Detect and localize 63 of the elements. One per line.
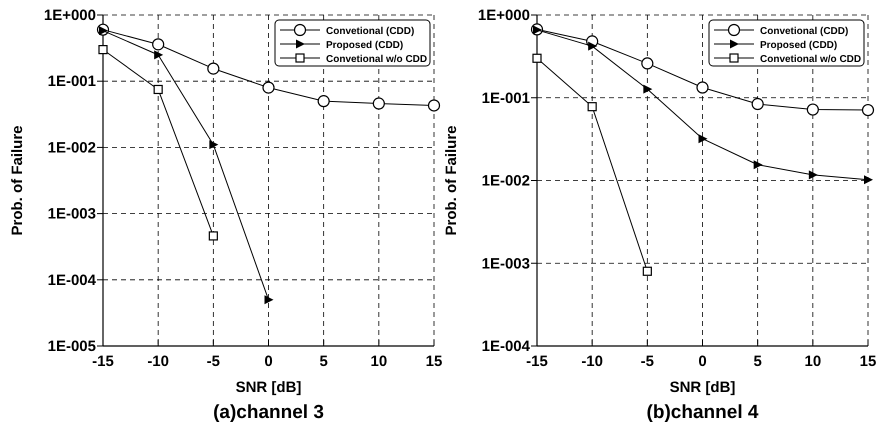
x-tick-label: 0 [264, 353, 273, 370]
point [207, 62, 220, 75]
legend-label: Convetional w/o CDD [760, 54, 862, 65]
x-tick-label: 5 [319, 353, 328, 370]
y-tick-label: 1E-003 [482, 255, 530, 272]
point [808, 170, 818, 180]
point [806, 103, 819, 116]
x-tick-label: 5 [753, 353, 762, 370]
point [754, 160, 763, 170]
x-tick-label: 15 [860, 353, 876, 370]
y-tick-label: 1E-002 [48, 139, 96, 156]
text: (b)channel 4 [646, 402, 759, 423]
y-tick-label: 1E-003 [48, 206, 96, 223]
point [154, 50, 164, 60]
legend-label: Convetional w/o CDD [326, 54, 428, 65]
y-tick-label: 1E-001 [482, 90, 530, 107]
x-tick-label: 0 [698, 353, 707, 370]
y-tick-label: 1E+000 [44, 7, 96, 24]
x-tick-label: -5 [640, 353, 654, 370]
point [864, 175, 873, 184]
x-tick-label: 10 [804, 353, 822, 370]
x-tick-label: -5 [206, 353, 220, 370]
y-tick-label: 1E-005 [48, 338, 96, 355]
x-axis-title: SNR [dB] [670, 379, 736, 396]
point [641, 57, 654, 70]
x-tick-label: -10 [581, 353, 604, 370]
x-tick-label: -15 [92, 353, 114, 370]
legend-label: Proposed (CDD) [760, 40, 838, 51]
point [372, 97, 385, 110]
point [208, 231, 218, 241]
legend-label: Convetional (CDD) [326, 26, 414, 37]
y-tick-label: 1E-002 [482, 172, 530, 190]
y-axis-title: Prob. of Failure [9, 125, 26, 236]
point [154, 84, 163, 94]
point [318, 95, 330, 108]
text: (a)channel 3 [213, 402, 324, 423]
y-axis-title: Prob. of Failure [443, 125, 460, 236]
legend-label: Convetional (CDD) [760, 26, 848, 37]
y-tick-label: 1E-004 [48, 272, 97, 289]
point [588, 42, 598, 51]
point [643, 84, 652, 94]
point [588, 102, 597, 112]
y-tick-label: 1E-001 [48, 73, 96, 90]
point [262, 82, 275, 94]
x-tick-label: 10 [370, 353, 388, 370]
point [532, 54, 542, 63]
point [98, 45, 108, 54]
x-axis-title: SNR [dB] [236, 379, 302, 396]
point [152, 38, 164, 50]
point [752, 98, 764, 110]
x-tick-label: -15 [526, 353, 548, 370]
legend-label: Proposed (CDD) [326, 40, 404, 51]
y-tick-label: 1E+000 [478, 7, 530, 24]
x-tick-label: 15 [426, 353, 442, 370]
point [862, 104, 874, 116]
y-tick-label: 1E-004 [482, 338, 531, 355]
point [698, 134, 708, 144]
point [264, 295, 274, 304]
point [209, 140, 218, 150]
point [428, 99, 440, 112]
point [696, 81, 709, 94]
x-tick-label: -10 [147, 353, 170, 370]
point [642, 266, 652, 276]
